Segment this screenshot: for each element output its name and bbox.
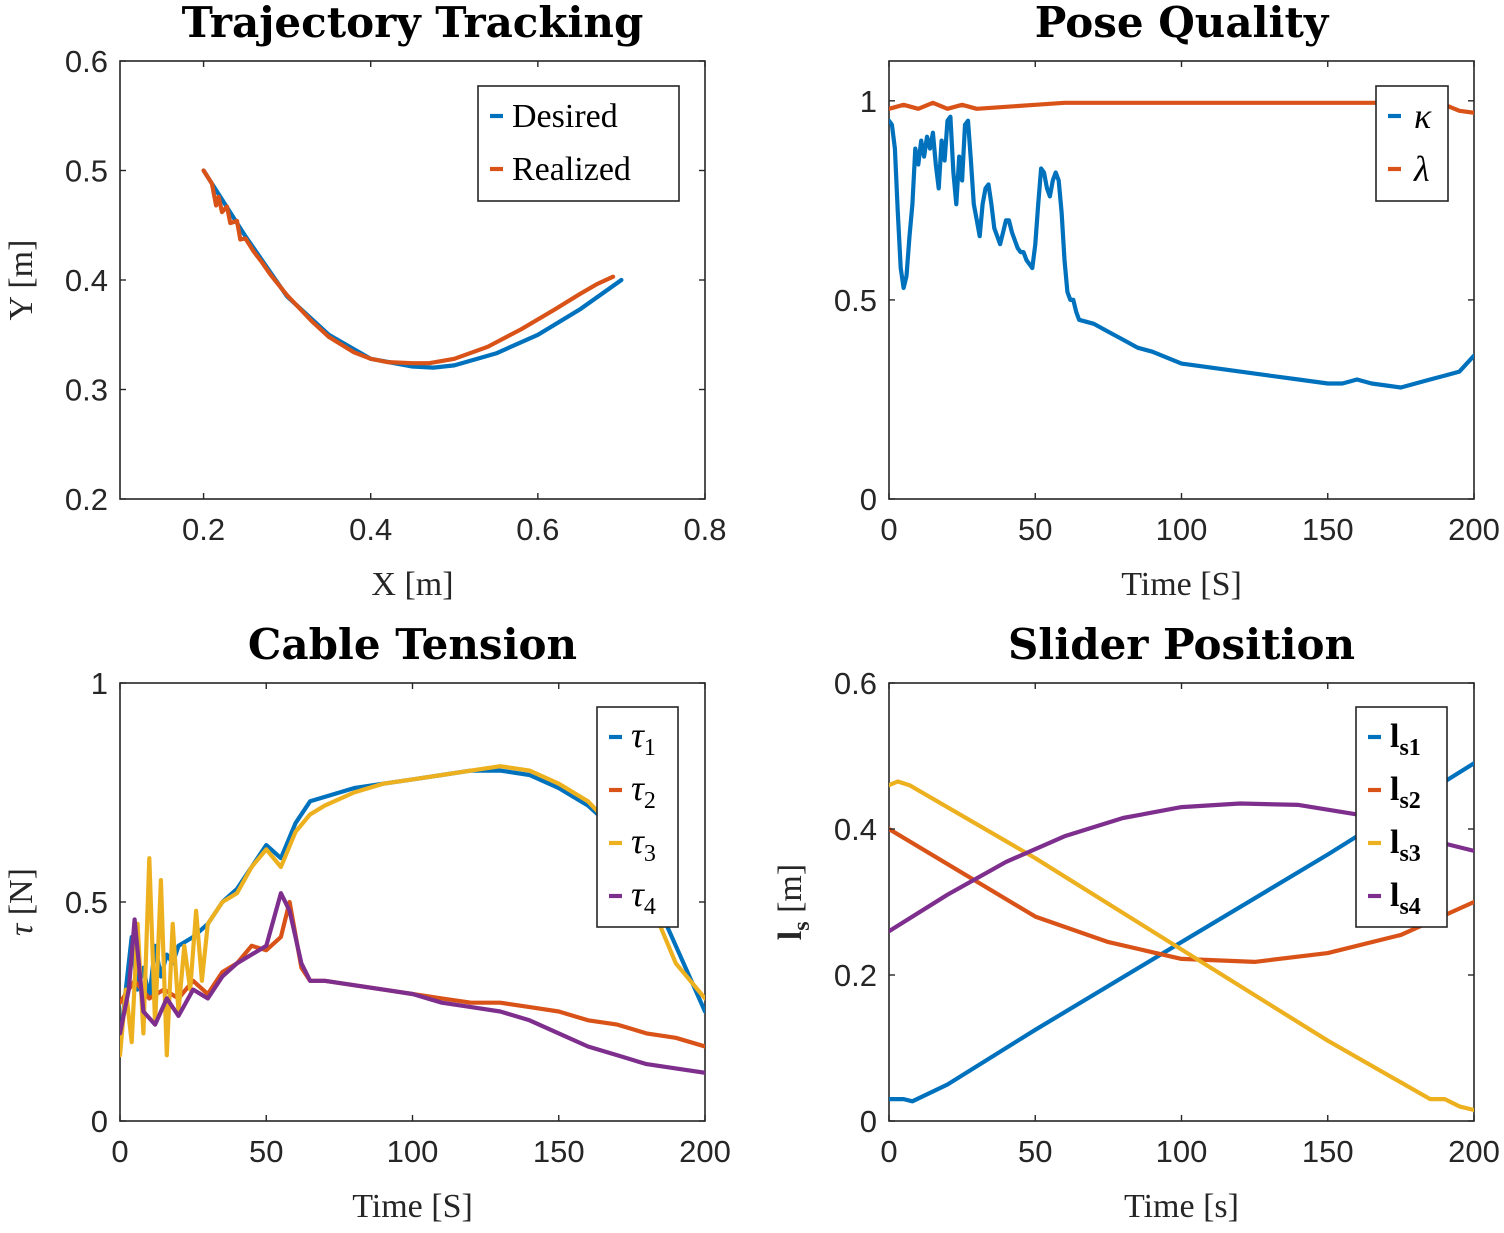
- legend-entry: ls4: [1390, 877, 1421, 920]
- legend: τ1 τ2 τ3 τ4: [596, 706, 679, 928]
- legend-entry: τ1: [631, 715, 656, 761]
- y-tick-label: 1: [860, 84, 877, 119]
- y-tick-label: 0.4: [65, 263, 108, 298]
- y-tick-label: 1: [91, 666, 108, 701]
- x-tick-label: 100: [1156, 1134, 1208, 1169]
- x-axis-label: Time [S]: [1121, 566, 1242, 603]
- y-tick-label: 0: [91, 1104, 108, 1139]
- chart-panel-trajectory-tracking: Trajectory Tracking 0.2 0.4 0.6 0.8 0.2 0.3 0.4…: [3, 0, 727, 603]
- x-tick-label: 0.4: [349, 512, 392, 547]
- legend-box: [1355, 706, 1448, 928]
- x-axis-label: Time [s]: [1124, 1188, 1239, 1225]
- x-axis-label: Time [S]: [352, 1188, 473, 1225]
- chart-title: Pose Quality: [1035, 0, 1330, 47]
- chart-title: Cable Tension: [248, 620, 577, 669]
- x-tick-label: 0: [880, 512, 897, 547]
- series-line-1: [889, 114, 1474, 390]
- x-tick-label: 0.2: [182, 512, 225, 547]
- y-tick-label: 0: [860, 482, 877, 517]
- legend-entry: Realized: [512, 151, 631, 188]
- y-tick-label: 0.6: [834, 666, 877, 701]
- y-tick-label: 0: [860, 1104, 877, 1139]
- series-line-1: [889, 761, 1474, 1104]
- x-tick-label: 50: [249, 1134, 283, 1169]
- x-tick-label: 150: [1302, 1134, 1354, 1169]
- legend-entry: Desired: [512, 98, 618, 135]
- legend-box: [596, 706, 679, 928]
- x-tick-label: 50: [1018, 512, 1052, 547]
- y-tick-label: 0.4: [834, 812, 877, 847]
- y-tick-label: 0.5: [65, 154, 108, 189]
- legend-entry: τ4: [631, 874, 656, 920]
- x-tick-label: 200: [1448, 512, 1500, 547]
- x-tick-label: 50: [1018, 1134, 1052, 1169]
- x-tick-label: 200: [1448, 1134, 1500, 1169]
- series-line-2: [201, 168, 616, 366]
- series-line-4: [120, 891, 705, 1075]
- legend-entry: κ: [1414, 96, 1432, 136]
- chart-title: Slider Position: [1008, 620, 1355, 669]
- y-tick-label: 0.5: [834, 283, 877, 318]
- x-tick-label: 150: [1302, 512, 1354, 547]
- y-tick-label: 0.2: [834, 958, 877, 993]
- y-axis-label: Y [m]: [3, 240, 40, 321]
- y-tick-label: 0.6: [65, 44, 108, 79]
- legend-entry: τ3: [631, 821, 656, 867]
- x-axis-label: X [m]: [371, 566, 453, 603]
- x-tick-label: 200: [679, 1134, 731, 1169]
- legend-entry: ls3: [1390, 824, 1421, 867]
- legend-box: [477, 85, 680, 202]
- x-tick-label: 0: [880, 1134, 897, 1169]
- x-tick-label: 0.6: [516, 512, 559, 547]
- x-tick-label: 150: [533, 1134, 585, 1169]
- y-tick-label: 0.3: [65, 373, 108, 408]
- legend: ls1 ls2 ls3 ls4: [1355, 706, 1448, 928]
- y-tick-label: 0.5: [65, 885, 108, 920]
- y-axis-label: ls [m]: [772, 864, 815, 940]
- chart-panel-slider-position: Slider Position 0 50 100 150 200 0 0.2 0.4 0.6 Tim…: [772, 620, 1500, 1225]
- series-line-3: [889, 779, 1474, 1113]
- series-line-2: [889, 826, 1474, 965]
- y-tick-label: 0.2: [65, 482, 108, 517]
- x-tick-label: 100: [387, 1134, 439, 1169]
- legend-entry: ls1: [1390, 718, 1421, 761]
- legend: Desired Realized: [477, 85, 680, 202]
- y-axis-label: τ [N]: [3, 868, 40, 936]
- chart-title: Trajectory Tracking: [182, 0, 644, 47]
- chart-panel-cable-tension: Cable Tension 0 50 100 150 200 0 0.5 1 Time [S] τ …: [3, 620, 731, 1225]
- legend-entry: λ: [1413, 149, 1430, 189]
- x-tick-label: 0: [111, 1134, 128, 1169]
- legend-box: [1375, 85, 1449, 202]
- legend-entry: ls2: [1390, 771, 1421, 814]
- legend: κλ: [1375, 85, 1449, 202]
- x-tick-label: 0.8: [683, 512, 726, 547]
- legend-entry: τ2: [631, 768, 656, 814]
- chart-panel-pose-quality: Pose Quality 0 50 100 150 200 0 0.5 1 Time [S] κλ: [834, 0, 1500, 603]
- x-tick-label: 100: [1156, 512, 1208, 547]
